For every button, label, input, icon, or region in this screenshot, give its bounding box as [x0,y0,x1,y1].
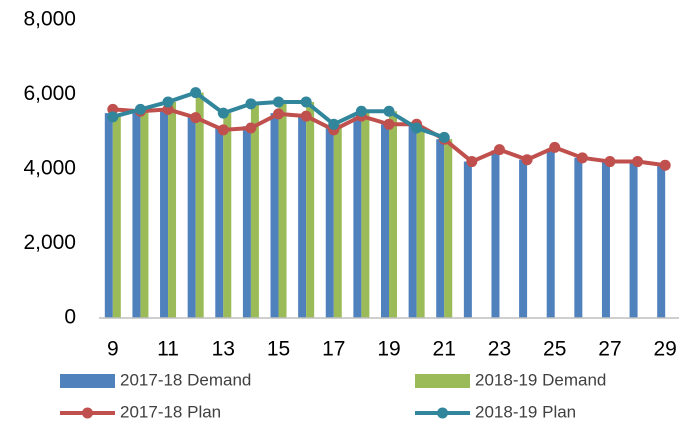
bar [278,101,287,318]
bar [112,116,121,318]
marker [300,110,312,122]
marker [300,96,312,108]
y-tick-label: 0 [64,306,76,329]
bar [657,165,666,318]
bar [519,159,528,318]
marker [493,144,505,156]
legend-swatch [415,374,470,388]
x-tick-label: 21 [433,338,456,361]
bar [463,161,472,318]
legend-marker [437,407,448,419]
x-tick-label: 11 [157,338,179,361]
marker [245,122,257,134]
marker [273,96,285,108]
x-tick-label: 29 [654,338,677,361]
legend-label: 2018-19 Demand [475,370,606,389]
marker [190,87,202,99]
marker [245,98,257,110]
bar [132,111,141,318]
legend-label: 2017-18 Demand [120,370,251,389]
bar [187,116,196,318]
bar [629,161,638,318]
marker [466,156,478,168]
marker [576,152,588,164]
bar [574,157,583,318]
x-tick-label: 19 [377,338,400,361]
marker [355,105,367,117]
marker [411,122,423,134]
bar [546,148,555,318]
bar [381,124,389,318]
x-tick-label: 13 [212,338,235,361]
y-tick-label: 8,000 [23,8,76,31]
y-tick-label: 6,000 [23,82,76,105]
marker [162,96,174,108]
marker [521,154,533,166]
bar [168,101,177,318]
x-tick-label: 9 [107,338,119,361]
bar [408,124,417,318]
legend-label: 2017-18 Plan [120,402,221,421]
bar [104,113,113,318]
marker [549,141,561,153]
y-tick-label: 4,000 [23,157,76,180]
bar [353,116,362,318]
marker [217,107,229,119]
bar [306,101,315,318]
legend-swatch [60,374,115,388]
bar [298,114,307,318]
x-tick-label: 15 [267,338,290,361]
bar [160,109,169,319]
x-tick-label: 27 [598,338,621,361]
legend-label: 2018-19 Plan [475,402,576,421]
bar [215,128,224,318]
bar [361,111,370,318]
marker [328,118,340,130]
bar [333,124,342,318]
bar [223,113,232,318]
bar [270,113,279,318]
bar [140,109,149,319]
marker [134,103,146,115]
bar [195,92,204,318]
bar [601,161,610,318]
x-tick-label: 17 [322,338,345,361]
marker [383,105,395,117]
marker [217,124,229,136]
marker [107,111,119,123]
legend-marker [82,407,93,419]
marker [604,156,616,168]
bar [444,139,453,318]
marker [383,118,395,130]
y-tick-label: 2,000 [23,231,76,254]
bar [325,128,334,318]
bar [436,139,445,318]
x-tick-label: 23 [488,338,511,361]
marker [438,131,450,143]
bar [416,128,425,318]
bar [242,126,251,318]
marker [273,108,285,120]
marker [190,112,202,124]
bar [491,150,500,318]
bar [389,111,397,318]
marker [659,159,671,171]
bar [250,103,259,318]
x-tick-label: 25 [543,338,566,361]
marker [632,156,644,168]
